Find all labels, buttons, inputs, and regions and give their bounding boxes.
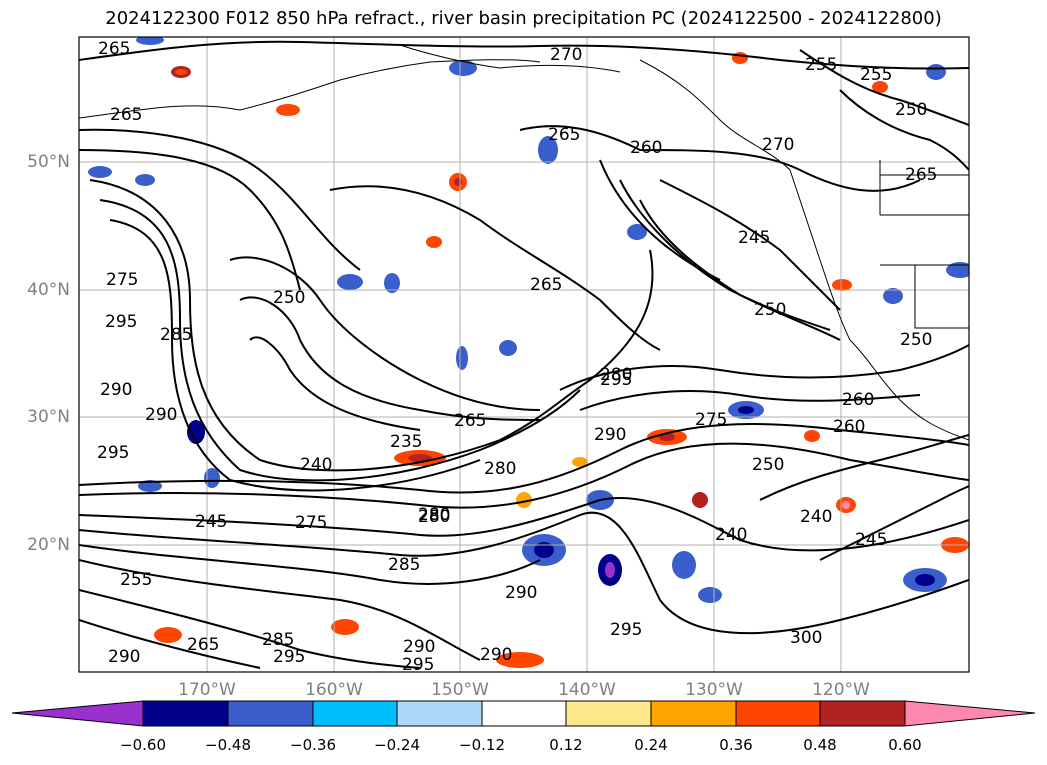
contour-label: 250 (752, 455, 784, 475)
contour-label: 265 (905, 165, 937, 185)
graticule (79, 37, 969, 672)
precip-shading (88, 37, 969, 668)
contour-label: 270 (550, 45, 582, 65)
contour-label: 255 (805, 55, 837, 75)
lon-label: 130°W (685, 680, 743, 700)
contour-label: 295 (273, 647, 305, 667)
contour-label: 275 (106, 270, 138, 290)
contour-label: 265 (548, 125, 580, 145)
contour-label: 240 (800, 507, 832, 527)
contour-label: 265 (454, 411, 486, 431)
contour-label: 295 (105, 312, 137, 332)
contour-label: 290 (403, 637, 435, 657)
contour-label: 280 (600, 365, 632, 385)
contour-label: 260 (842, 390, 874, 410)
contour-label: 265 (187, 635, 219, 655)
lon-label: 160°W (305, 680, 363, 700)
colorbar-segment (735, 700, 821, 727)
colorbar-tick-label: −0.24 (374, 736, 420, 754)
contour-label: 295 (610, 620, 642, 640)
coastlines (79, 44, 969, 441)
contour-label: 235 (390, 432, 422, 452)
contour-label: 250 (900, 330, 932, 350)
contour-label: 295 (600, 370, 632, 390)
colorbar-segment (312, 700, 398, 727)
contour-label: 290 (108, 647, 140, 667)
colorbar (11, 700, 1036, 727)
colorbar-tick-label: 0.24 (634, 736, 668, 754)
contour-label: 255 (860, 65, 892, 85)
contour-label: 290 (594, 425, 626, 445)
colorbar-extend-low (11, 700, 144, 727)
contour-label: 260 (630, 138, 662, 158)
lat-label: 20°N (27, 535, 70, 555)
contour-label: 280 (484, 459, 516, 479)
refractivity-contours (79, 40, 969, 669)
contour-label: 240 (300, 455, 332, 475)
contour-label: 275 (695, 410, 727, 430)
contour-label: 265 (110, 105, 142, 125)
lon-label: 120°W (812, 680, 870, 700)
colorbar-segment (819, 700, 906, 727)
contour-label: 295 (402, 655, 434, 675)
colorbar-tick-label: −0.48 (205, 736, 251, 754)
contour-label: 285 (160, 325, 192, 345)
contour-label: 290 (505, 583, 537, 603)
contour-label: 265 (98, 39, 130, 59)
colorbar-segment (650, 700, 737, 727)
contour-label: 300 (790, 628, 822, 648)
contour-label: 250 (895, 100, 927, 120)
contour-label: 280 (418, 505, 450, 525)
lon-label: 150°W (431, 680, 489, 700)
contour-label: 260 (833, 417, 865, 437)
contour-label: 245 (195, 512, 227, 532)
map-frame (78, 36, 970, 673)
colorbar-tick-label: −0.60 (120, 736, 166, 754)
contour-label: 265 (530, 275, 562, 295)
contour-label: 250 (754, 300, 786, 320)
contour-label: 290 (100, 380, 132, 400)
contour-labels: 265 265 270 265 260 255 255 250 265 270 … (97, 39, 937, 675)
contour-label: 290 (480, 645, 512, 665)
colorbar-tick-label: −0.12 (459, 736, 505, 754)
colorbar-segment (481, 700, 567, 727)
contour-label: 250 (273, 288, 305, 308)
lat-label: 50°N (27, 152, 70, 172)
contour-label: 240 (715, 525, 747, 545)
colorbar-segment (396, 700, 483, 727)
colorbar-tick-label: 0.48 (803, 736, 837, 754)
lon-label: 170°W (178, 680, 236, 700)
colorbar-segment (565, 700, 652, 727)
lat-label: 40°N (27, 280, 70, 300)
colorbar-tick-label: −0.36 (290, 736, 336, 754)
contour-label: 245 (738, 228, 770, 248)
contour-label: 290 (145, 405, 177, 425)
colorbar-tick-label: 0.36 (719, 736, 753, 754)
colorbar-tick-label: 0.60 (888, 736, 922, 754)
colorbar-segment (142, 700, 229, 727)
contour-label: 270 (762, 135, 794, 155)
colorbar-extend-high (904, 700, 1036, 727)
contour-label: 255 (120, 570, 152, 590)
map-panel (79, 37, 969, 672)
contour-label: 280 (418, 507, 450, 527)
map-title: 2024122300 F012 850 hPa refract., river … (105, 8, 942, 29)
lon-label: 140°W (558, 680, 616, 700)
contour-label: 275 (295, 513, 327, 533)
contour-label: 295 (97, 443, 129, 463)
colorbar-tick-label: 0.12 (549, 736, 583, 754)
contour-label: 285 (388, 555, 420, 575)
contour-label: 285 (262, 630, 294, 650)
contour-label: 245 (855, 530, 887, 550)
colorbar-segment (227, 700, 314, 727)
lat-label: 30°N (27, 407, 70, 427)
